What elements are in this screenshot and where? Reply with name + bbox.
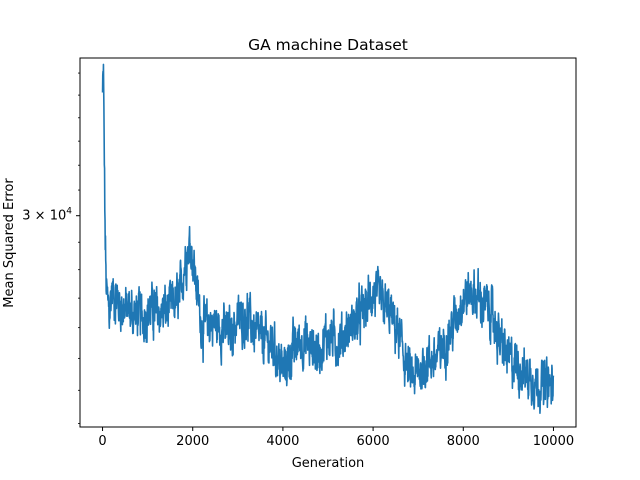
chart-title: GA machine Dataset [248, 36, 408, 54]
x-tick-label: 6000 [357, 434, 390, 449]
x-tick-label: 10000 [533, 434, 574, 449]
y-tick-label: 3 × 104 [22, 207, 72, 224]
x-axis-label: Generation [292, 456, 365, 471]
x-tick-label: 2000 [176, 434, 209, 449]
x-tick-label: 0 [98, 434, 106, 449]
y-axis-ticks: 3 × 104 [22, 72, 80, 424]
y-axis-label: Mean Squared Error [2, 178, 17, 308]
plot-content [101, 63, 555, 414]
x-tick-label: 4000 [266, 434, 299, 449]
x-tick-label: 8000 [447, 434, 480, 449]
series-line [101, 63, 555, 414]
x-axis-ticks: 0 2000 4000 6000 8000 10000 [98, 427, 574, 449]
